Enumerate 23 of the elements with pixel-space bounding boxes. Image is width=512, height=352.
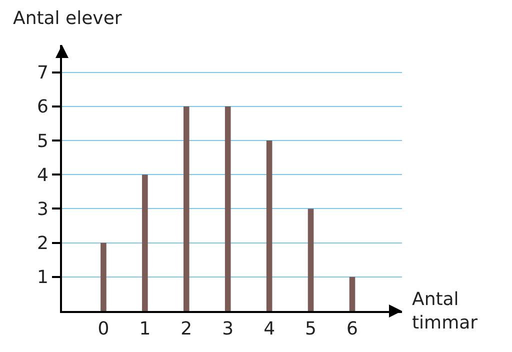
y-tick-label: 1 <box>36 267 48 288</box>
y-axis-title: Antal elever <box>13 8 122 29</box>
bar <box>100 242 106 311</box>
bar <box>266 140 272 311</box>
x-tick-label: 5 <box>305 318 317 340</box>
bar <box>142 174 148 311</box>
bar <box>349 276 356 311</box>
x-tick-label: 6 <box>346 318 358 340</box>
x-axis-title: Antal timmar <box>412 289 478 334</box>
bar <box>308 208 314 311</box>
bar <box>224 106 231 311</box>
x-tick-label: 2 <box>180 318 192 340</box>
x-tick-label: 4 <box>264 318 276 340</box>
x-tick-label: 1 <box>139 318 151 340</box>
y-tick-label: 5 <box>36 130 48 152</box>
x-tick-label: 0 <box>98 318 110 340</box>
y-tick-label: 7 <box>36 62 48 84</box>
y-tick-label: 3 <box>36 198 48 220</box>
y-tick-label: 2 <box>36 233 48 254</box>
x-tick-label: 3 <box>222 318 234 340</box>
y-tick-label: 6 <box>36 96 48 118</box>
bar <box>183 106 190 311</box>
y-tick-label: 4 <box>36 164 48 186</box>
